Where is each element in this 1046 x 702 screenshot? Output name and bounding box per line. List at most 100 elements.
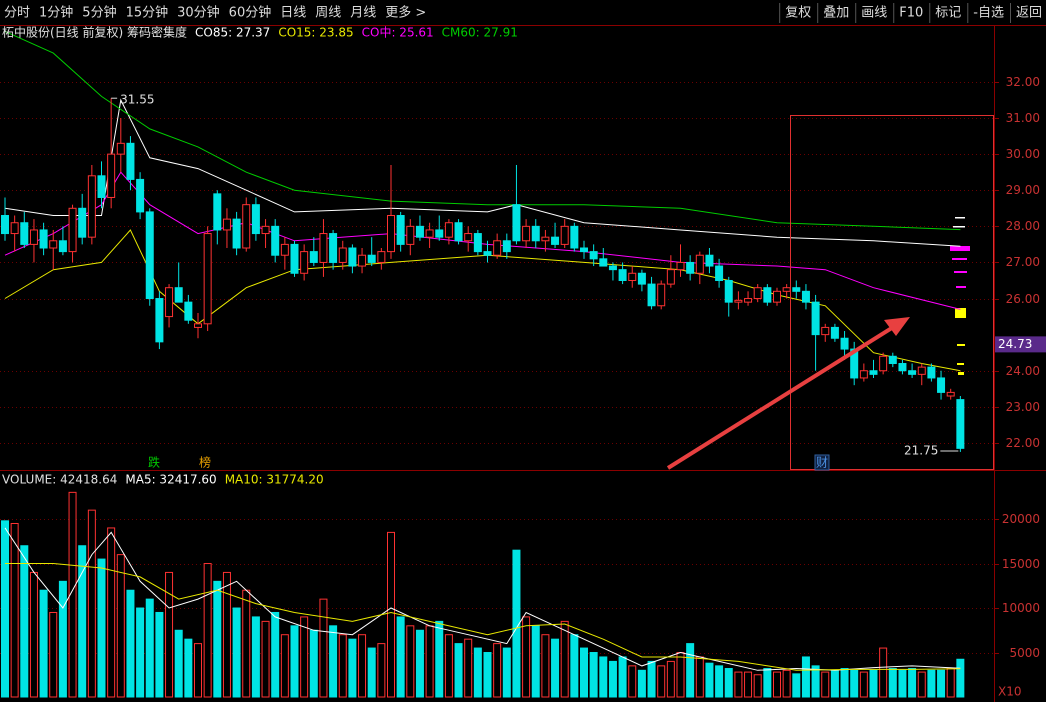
volume-bar xyxy=(174,629,183,698)
volume-bar xyxy=(628,665,637,698)
volume-bar xyxy=(850,669,859,698)
toolbar-button[interactable]: 标记 xyxy=(935,6,961,21)
volume-bar xyxy=(10,522,19,698)
volume-bar xyxy=(676,652,685,698)
toolbar-tab[interactable]: 更多 > xyxy=(385,5,426,21)
volume-bar xyxy=(126,589,135,698)
candle-body xyxy=(927,366,936,379)
highlight-box xyxy=(790,115,994,470)
last-price-label: 24.73 xyxy=(998,337,1032,351)
candle-body xyxy=(946,391,955,397)
candle-body xyxy=(454,222,463,242)
volume-bar xyxy=(222,571,231,698)
candle-body xyxy=(68,207,77,253)
candle-body xyxy=(425,229,434,238)
candle-body xyxy=(647,283,656,307)
chip-mark xyxy=(955,308,966,318)
candle-body xyxy=(58,240,67,253)
toolbar-tab[interactable]: 15分钟 xyxy=(126,5,169,21)
toolbar-tab[interactable]: 30分钟 xyxy=(177,5,220,21)
volume-bar xyxy=(300,616,309,698)
volume-bar xyxy=(599,656,608,698)
candle-body xyxy=(39,229,48,249)
candle-body xyxy=(753,287,762,300)
candle-body xyxy=(232,218,241,249)
candle-body xyxy=(464,233,473,242)
candle-body xyxy=(319,233,328,263)
candle-body xyxy=(628,272,637,281)
volume-bar xyxy=(608,660,617,698)
candle-body xyxy=(203,233,212,325)
toolbar-button[interactable]: 返回 xyxy=(1016,6,1042,21)
legend-entry: CO15: 23.85 xyxy=(278,26,353,40)
candle-body xyxy=(49,240,58,249)
candle-body xyxy=(165,287,174,318)
candle-body xyxy=(290,243,299,274)
candle-body xyxy=(251,204,260,235)
volume-bar xyxy=(512,549,521,698)
toolbar-tab[interactable]: 日线 xyxy=(280,6,306,21)
candle-body xyxy=(473,233,482,253)
volume-bar xyxy=(406,625,415,698)
candle-body xyxy=(145,211,154,300)
volume-bar xyxy=(695,656,704,698)
candle-body xyxy=(522,225,531,242)
candle-body xyxy=(348,247,357,267)
volume-bar xyxy=(444,634,453,698)
indicator-line xyxy=(5,563,961,671)
candle-body xyxy=(222,218,231,231)
volume-bar xyxy=(78,545,87,698)
volume-bar xyxy=(773,671,781,698)
indicator-line xyxy=(4,229,961,372)
toolbar-tab[interactable]: 60分钟 xyxy=(229,5,272,21)
toolbar-tab[interactable]: 分时 xyxy=(4,6,30,21)
arrow-head xyxy=(884,317,910,336)
chip-mark xyxy=(957,363,964,365)
toolbar-tab[interactable]: 5分钟 xyxy=(82,5,116,21)
volume-bar xyxy=(502,647,511,698)
volume-bar xyxy=(454,643,463,698)
high-annotation: 31.55 xyxy=(120,93,154,107)
candle-body xyxy=(850,348,859,379)
volume-bar xyxy=(387,531,395,698)
volume-bar xyxy=(753,674,762,698)
volume-bar xyxy=(705,662,714,698)
candle-body xyxy=(888,355,897,365)
toolbar-tab[interactable]: 1分钟 xyxy=(39,5,73,21)
indicator-line xyxy=(4,527,961,671)
candle-body xyxy=(242,204,251,249)
toolbar-button[interactable]: -自选 xyxy=(973,6,1004,21)
volume-bar xyxy=(888,668,897,698)
toolbar-button[interactable]: 叠加 xyxy=(823,6,849,21)
candle-body xyxy=(29,229,38,245)
toolbar-button[interactable]: 复权 xyxy=(785,5,811,21)
candle-body xyxy=(261,225,270,235)
volume-bar xyxy=(715,665,724,698)
toolbar-button[interactable]: F10 xyxy=(899,6,923,21)
candle-body xyxy=(821,326,830,336)
candle-body xyxy=(917,366,926,375)
unit-label: X10 xyxy=(998,685,1022,699)
volume-bar xyxy=(840,668,849,698)
candle-body xyxy=(10,222,19,235)
toolbar-tab[interactable]: 月线 xyxy=(350,6,376,21)
candle-body xyxy=(1,215,9,235)
y-tick-label: 30.00 xyxy=(1006,147,1040,161)
volume-bar xyxy=(367,647,376,698)
volume-bar xyxy=(338,634,347,698)
volume-bar xyxy=(58,580,67,698)
candle-body xyxy=(830,326,839,339)
volume-bar xyxy=(946,668,955,698)
y-tick-label: 27.00 xyxy=(1006,255,1040,269)
candle-body xyxy=(686,261,695,274)
chip-mark xyxy=(957,344,965,346)
chip-marks xyxy=(950,217,970,375)
candle-body xyxy=(773,290,781,303)
volume-bar xyxy=(251,616,260,698)
candle-body xyxy=(174,287,183,303)
volume-bar xyxy=(165,571,174,698)
toolbar-tab[interactable]: 周线 xyxy=(315,6,341,21)
volume-bar xyxy=(830,669,839,698)
legend-entry: CO85: 27.37 xyxy=(195,26,270,40)
toolbar-button[interactable]: 画线 xyxy=(861,6,887,21)
